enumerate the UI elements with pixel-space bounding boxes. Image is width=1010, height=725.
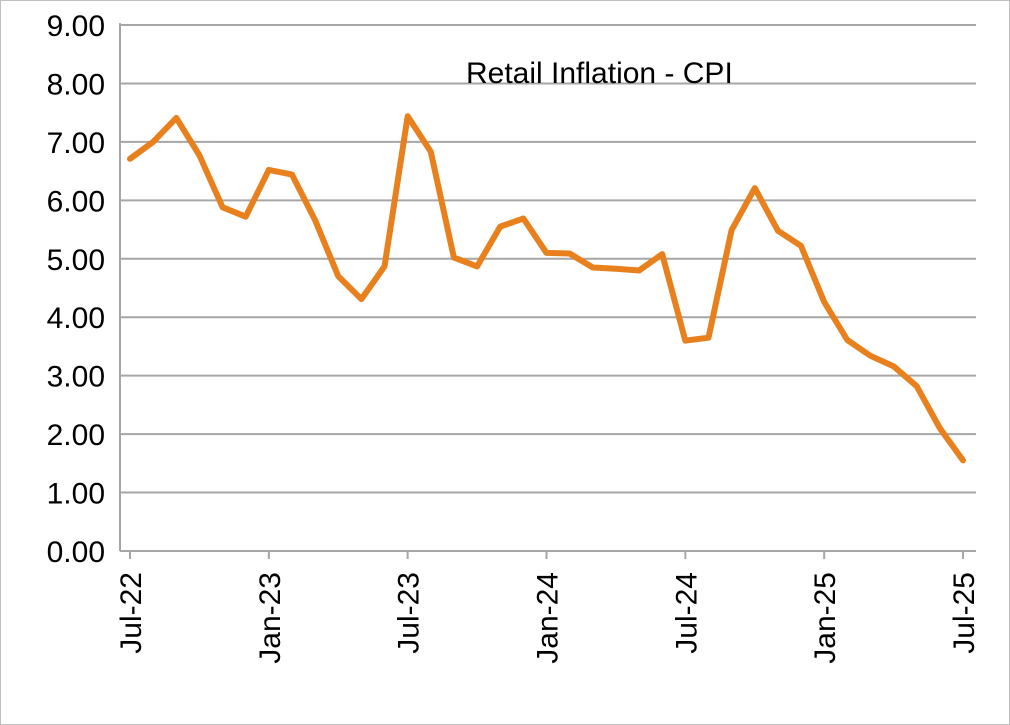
x-tick-label: Jan-25: [809, 572, 842, 664]
data-point: [544, 250, 550, 256]
x-tick-label: Jul-24: [670, 572, 703, 654]
x-tick-label: Jan-24: [532, 572, 565, 664]
data-point: [960, 457, 966, 463]
series-line: [127, 113, 966, 464]
data-point: [821, 299, 827, 305]
data-point: [520, 215, 526, 221]
data-point: [196, 152, 202, 158]
data-point: [127, 156, 133, 162]
data-point: [867, 353, 873, 359]
data-point: [567, 251, 573, 257]
data-point: [474, 263, 480, 269]
data-point: [312, 217, 318, 223]
data-point: [775, 228, 781, 234]
y-tick-label: 1.00: [47, 478, 105, 511]
data-point: [752, 185, 758, 191]
data-point: [405, 113, 411, 119]
y-tick-label: 3.00: [47, 361, 105, 394]
x-tick-label: Jul-25: [948, 572, 981, 654]
data-point: [335, 273, 341, 279]
data-point: [428, 149, 434, 155]
data-point: [798, 243, 804, 249]
data-point: [937, 425, 943, 431]
data-point: [497, 224, 503, 230]
y-tick-label: 2.00: [47, 419, 105, 452]
y-tick-label: 6.00: [47, 185, 105, 218]
data-point: [891, 363, 897, 369]
data-point: [590, 265, 596, 271]
data-point: [914, 383, 920, 389]
data-point: [220, 204, 226, 210]
data-point: [150, 139, 156, 145]
y-tick-label: 0.00: [47, 536, 105, 569]
data-point: [729, 227, 735, 233]
data-point: [682, 338, 688, 344]
data-point: [705, 335, 711, 341]
series-layer: [127, 113, 966, 464]
y-tick-labels: 0.00 1.00 2.00 3.00 4.00 5.00 6.00 7.00 8.00 9.00: [47, 10, 105, 569]
x-tick-label: Jul-22: [115, 572, 148, 654]
x-tick-label: Jan-23: [254, 572, 287, 664]
data-point: [636, 267, 642, 273]
axes: [119, 23, 976, 559]
data-point: [289, 172, 295, 178]
data-point: [173, 115, 179, 121]
data-point: [358, 296, 364, 302]
data-point: [451, 255, 457, 261]
y-tick-label: 4.00: [47, 302, 105, 335]
chart-title: Retail Inflation - CPI: [466, 57, 733, 90]
y-tick-label: 8.00: [47, 68, 105, 101]
data-point: [266, 167, 272, 173]
data-point: [659, 251, 665, 257]
data-point: [382, 263, 388, 269]
data-point: [844, 337, 850, 343]
gridlines: [120, 24, 976, 494]
y-tick-label: 5.00: [47, 244, 105, 277]
data-point: [243, 214, 249, 220]
x-tick-labels: Jul-22 Jan-23 Jul-23 Jan-24 Jul-24 Jan-25 Jul-…: [115, 572, 981, 664]
data-point: [613, 266, 619, 272]
y-tick-label: 9.00: [47, 10, 105, 43]
x-tick-label: Jul-23: [393, 572, 426, 654]
y-tick-label: 7.00: [47, 127, 105, 160]
